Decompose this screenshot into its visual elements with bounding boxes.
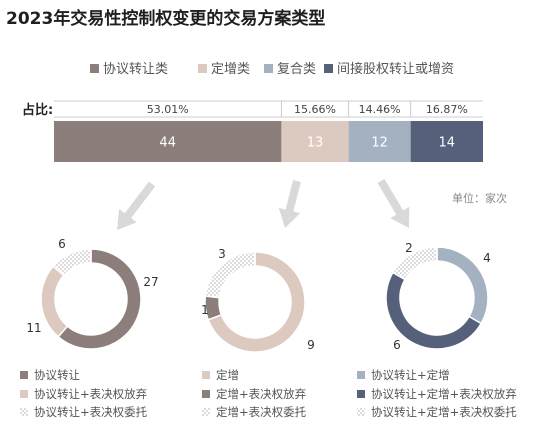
donut-slice <box>57 248 142 350</box>
arrow-icon <box>278 180 301 228</box>
donut-value-label: 3 <box>218 247 226 261</box>
donut-slice <box>391 246 438 281</box>
bar-value-label: 12 <box>371 136 388 151</box>
bar-value-label: 14 <box>439 136 456 151</box>
legend-swatch <box>357 390 365 398</box>
percent-label: 53.01% <box>147 103 189 116</box>
donut-value-label: 6 <box>58 237 66 251</box>
unit-label: 单位：家次 <box>452 192 507 205</box>
bar-segment <box>54 121 282 162</box>
percent-labels: 53.01% 15.66% 14.46% 16.87% <box>54 100 483 118</box>
donut-slice <box>204 251 256 299</box>
arrows <box>117 178 410 230</box>
donut-value-label: 11 <box>26 321 41 335</box>
legend-label: 协议转让+定增+表决权放弃 <box>371 387 517 401</box>
donut-charts: 27 11 6 9 1 3 4 6 2 <box>26 237 491 353</box>
legend-swatch <box>264 64 273 73</box>
legend-label: 复合类 <box>277 62 316 77</box>
donut-value-label: 4 <box>483 251 491 265</box>
legend-label: 定增 <box>216 368 239 382</box>
donut-slice <box>52 248 92 277</box>
bar-segment <box>410 121 483 162</box>
legend-label: 协议转让+表决权放弃 <box>34 387 147 401</box>
legend-swatch <box>357 408 365 416</box>
donut-slice <box>207 251 306 353</box>
legend-swatch <box>20 408 28 416</box>
legend-swatch <box>202 408 210 416</box>
legend-label: 协议转让 <box>34 368 80 382</box>
arrow-icon <box>117 181 156 230</box>
legend-label: 协议转让+表决权委托 <box>34 405 148 419</box>
legend-swatch <box>198 64 207 73</box>
donut-slice <box>40 265 69 338</box>
legend-swatch <box>90 64 99 73</box>
legend-label: 间接股权转让或增资 <box>337 61 454 77</box>
donut-value-label: 9 <box>307 338 315 352</box>
donut-value-label: 1 <box>201 303 209 317</box>
share-label: 占比: <box>22 103 54 118</box>
legend-label: 协议转让+定增+表决权委托 <box>371 405 517 419</box>
legend-swatch <box>324 64 333 73</box>
legend-label: 定增+表决权委托 <box>216 405 307 419</box>
donut-value-label: 27 <box>143 275 158 289</box>
legend-swatch <box>20 371 28 379</box>
percent-label: 16.87% <box>426 103 468 116</box>
bar-value-label: 13 <box>307 136 324 151</box>
legend-label: 协议转让+定增 <box>371 368 450 382</box>
stacked-bar: 44 13 12 14 <box>54 121 483 162</box>
legend-swatch <box>357 371 365 379</box>
legend-label: 定增类 <box>211 62 250 77</box>
bar-segment <box>348 121 411 162</box>
percent-label: 15.66% <box>294 103 336 116</box>
bar-segment <box>281 121 349 162</box>
legend-swatch <box>202 390 210 398</box>
percent-label: 14.46% <box>359 103 401 116</box>
legend-swatch <box>202 371 210 379</box>
legend-label: 协议转让类 <box>103 62 168 77</box>
donut-value-label: 2 <box>405 241 413 255</box>
bar-value-label: 44 <box>159 136 176 151</box>
legend-swatch <box>20 390 28 398</box>
donut-slice <box>436 246 489 325</box>
legend-label: 定增+表决权放弃 <box>216 387 306 401</box>
chart-title: 2023年交易性控制权变更的交易方案类型 <box>6 9 326 29</box>
arrow-icon <box>377 178 410 228</box>
top-legend: 协议转让类 定增类 复合类 间接股权转让或增资 <box>90 61 454 77</box>
donut-value-label: 6 <box>393 338 401 352</box>
